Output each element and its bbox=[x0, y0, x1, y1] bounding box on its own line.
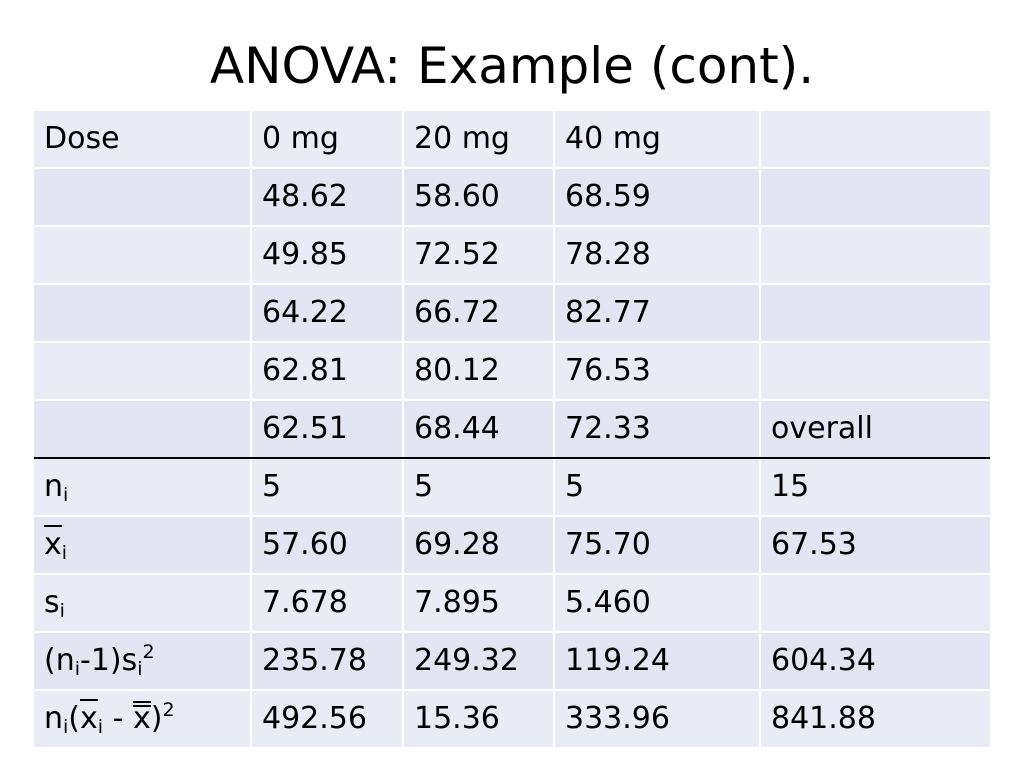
table-cell: 66.72 bbox=[403, 284, 555, 343]
table-cell bbox=[760, 168, 990, 227]
slide-title: ANOVA: Example (cont). bbox=[209, 37, 815, 95]
table-cell: 5.460 bbox=[554, 574, 761, 633]
table-cell: 57.60 bbox=[251, 516, 404, 575]
row-label bbox=[34, 342, 252, 401]
table-cell: 69.28 bbox=[403, 516, 555, 575]
table-cell: 119.24 bbox=[554, 632, 761, 691]
anova-table: Dose 0 mg 20 mg 40 mg 48.62 58.60 68.59 … bbox=[34, 111, 990, 749]
header-cell bbox=[760, 111, 990, 169]
overall-label: overall bbox=[760, 400, 990, 459]
stats-row-ss-between: ni(xi - x)2 492.56 15.36 333.96 841.88 bbox=[34, 690, 990, 749]
table-cell: 7.895 bbox=[403, 574, 555, 633]
stats-row-mean: xi 57.60 69.28 75.70 67.53 bbox=[34, 516, 990, 575]
stats-row-sd: si 7.678 7.895 5.460 bbox=[34, 574, 990, 633]
header-cell: 40 mg bbox=[554, 111, 761, 169]
table-cell: 76.53 bbox=[554, 342, 761, 401]
row-label bbox=[34, 284, 252, 343]
row-label-ss-between: ni(xi - x)2 bbox=[34, 690, 252, 749]
header-dose-label: Dose bbox=[34, 111, 252, 169]
header-cell: 20 mg bbox=[403, 111, 555, 169]
table-cell: 82.77 bbox=[554, 284, 761, 343]
table-row: 62.81 80.12 76.53 bbox=[34, 342, 990, 401]
table-cell: 64.22 bbox=[251, 284, 404, 343]
table-cell: 15.36 bbox=[403, 690, 555, 749]
table-row: 62.51 68.44 72.33 overall bbox=[34, 400, 990, 459]
table-cell: 78.28 bbox=[554, 226, 761, 285]
table-cell: 235.78 bbox=[251, 632, 404, 691]
table-row: 49.85 72.52 78.28 bbox=[34, 226, 990, 285]
table-row: 48.62 58.60 68.59 bbox=[34, 168, 990, 227]
table-cell: 5 bbox=[554, 458, 761, 517]
row-label-ss-within: (ni-1)si2 bbox=[34, 632, 252, 691]
table-cell: 604.34 bbox=[760, 632, 990, 691]
table-cell bbox=[760, 226, 990, 285]
table-cell: 48.62 bbox=[251, 168, 404, 227]
table-cell: 72.52 bbox=[403, 226, 555, 285]
table-cell: 68.44 bbox=[403, 400, 555, 459]
table-cell: 62.81 bbox=[251, 342, 404, 401]
table-cell: 15 bbox=[760, 458, 990, 517]
table-row: 64.22 66.72 82.77 bbox=[34, 284, 990, 343]
stats-row-n: ni 5 5 5 15 bbox=[34, 458, 990, 517]
table-cell: 249.32 bbox=[403, 632, 555, 691]
table-cell: 67.53 bbox=[760, 516, 990, 575]
table-cell bbox=[760, 574, 990, 633]
table-cell: 72.33 bbox=[554, 400, 761, 459]
row-label bbox=[34, 226, 252, 285]
table-cell bbox=[760, 284, 990, 343]
table-cell: 333.96 bbox=[554, 690, 761, 749]
table-cell: 5 bbox=[403, 458, 555, 517]
table-cell: 492.56 bbox=[251, 690, 404, 749]
table-cell: 68.59 bbox=[554, 168, 761, 227]
table-header-row: Dose 0 mg 20 mg 40 mg bbox=[34, 111, 990, 169]
table-cell: 7.678 bbox=[251, 574, 404, 633]
table-cell: 5 bbox=[251, 458, 404, 517]
row-label-mean: xi bbox=[34, 516, 252, 575]
table-cell: 49.85 bbox=[251, 226, 404, 285]
table-cell: 80.12 bbox=[403, 342, 555, 401]
row-label-n: ni bbox=[34, 458, 252, 517]
table-cell: 58.60 bbox=[403, 168, 555, 227]
table-cell: 841.88 bbox=[760, 690, 990, 749]
stats-row-ss-within: (ni-1)si2 235.78 249.32 119.24 604.34 bbox=[34, 632, 990, 691]
table-cell bbox=[760, 342, 990, 401]
table-cell: 75.70 bbox=[554, 516, 761, 575]
row-label-sd: si bbox=[34, 574, 252, 633]
header-cell: 0 mg bbox=[251, 111, 404, 169]
table-cell: 62.51 bbox=[251, 400, 404, 459]
row-label bbox=[34, 168, 252, 227]
row-label bbox=[34, 400, 252, 459]
